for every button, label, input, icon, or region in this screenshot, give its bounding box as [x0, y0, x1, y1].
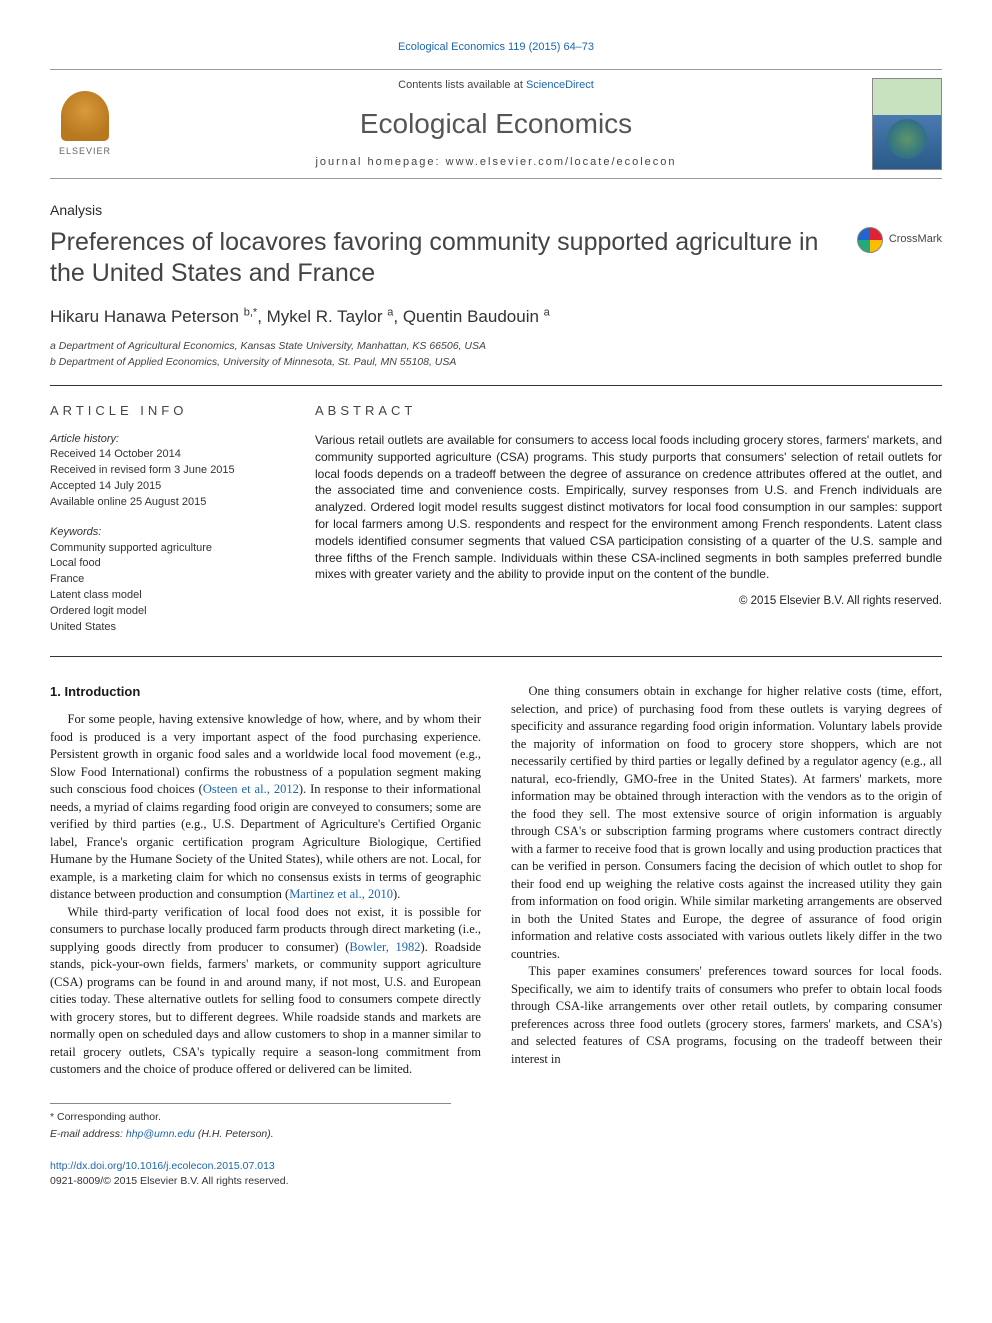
paragraph-1: For some people, having extensive knowle… [50, 711, 481, 904]
homepage-url[interactable]: www.elsevier.com/locate/ecolecon [446, 156, 677, 168]
email-line: E-mail address: hhp@umn.edu (H.H. Peters… [50, 1127, 451, 1142]
history-label: Article history: [50, 432, 285, 447]
abstract-heading: ABSTRACT [315, 402, 942, 420]
article-type: Analysis [50, 201, 942, 221]
affiliation-a: a Department of Agricultural Economics, … [50, 339, 942, 355]
keyword-6: United States [50, 620, 285, 636]
doi-link[interactable]: http://dx.doi.org/10.1016/j.ecolecon.201… [50, 1160, 275, 1172]
article-title: Preferences of locavores favoring commun… [50, 227, 830, 290]
issn-line: 0921-8009/© 2015 Elsevier B.V. All right… [50, 1174, 942, 1189]
abstract-text: Various retail outlets are available for… [315, 432, 942, 583]
citation-header[interactable]: Ecological Economics 119 (2015) 64–73 [50, 40, 942, 55]
journal-name: Ecological Economics [120, 104, 872, 143]
email-link[interactable]: hhp@umn.edu [126, 1128, 195, 1140]
author-list: Hikaru Hanawa Peterson b,*, Mykel R. Tay… [50, 305, 942, 329]
publisher-brand: ELSEVIER [59, 145, 111, 158]
elsevier-tree-icon [61, 91, 109, 141]
sciencedirect-link[interactable]: ScienceDirect [526, 79, 594, 91]
contents-prefix: Contents lists available at [398, 79, 526, 91]
corresponding-label: * Corresponding author. [50, 1110, 451, 1125]
copyright-line: © 2015 Elsevier B.V. All rights reserved… [315, 593, 942, 609]
keyword-4: Latent class model [50, 588, 285, 604]
journal-cover-thumbnail [872, 78, 942, 170]
keyword-5: Ordered logit model [50, 604, 285, 620]
article-body: 1. Introduction For some people, having … [50, 683, 942, 1079]
crossmark-badge[interactable]: CrossMark [857, 227, 942, 253]
article-meta-block: ARTICLE INFO Article history: Received 1… [50, 385, 942, 657]
paragraph-2: While third-party verification of local … [50, 904, 481, 1079]
crossmark-label: CrossMark [889, 232, 942, 247]
header-center: Contents lists available at ScienceDirec… [120, 78, 872, 170]
contents-list-line: Contents lists available at ScienceDirec… [120, 78, 872, 93]
section-1-heading: 1. Introduction [50, 683, 481, 701]
paragraph-4: This paper examines consumers' preferenc… [511, 963, 942, 1068]
homepage-prefix: journal homepage: [315, 156, 445, 168]
keyword-3: France [50, 572, 285, 588]
abstract-column: ABSTRACT Various retail outlets are avai… [315, 402, 942, 636]
history-received: Received 14 October 2014 [50, 447, 285, 463]
affiliations: a Department of Agricultural Economics, … [50, 339, 942, 371]
email-label: E-mail address: [50, 1128, 126, 1140]
history-online: Available online 25 August 2015 [50, 495, 285, 511]
article-info-column: ARTICLE INFO Article history: Received 1… [50, 402, 285, 636]
paragraph-3: One thing consumers obtain in exchange f… [511, 683, 942, 963]
affiliation-b: b Department of Applied Economics, Unive… [50, 355, 942, 371]
keyword-2: Local food [50, 556, 285, 572]
homepage-line: journal homepage: www.elsevier.com/locat… [120, 155, 872, 170]
corresponding-author-footer: * Corresponding author. E-mail address: … [50, 1103, 451, 1141]
keywords-label: Keywords: [50, 525, 285, 540]
email-name: (H.H. Peterson). [195, 1128, 274, 1140]
history-accepted: Accepted 14 July 2015 [50, 479, 285, 495]
keyword-1: Community supported agriculture [50, 541, 285, 557]
crossmark-icon [857, 227, 883, 253]
cover-globe-icon [887, 119, 927, 159]
article-info-heading: ARTICLE INFO [50, 402, 285, 420]
journal-header-bar: ELSEVIER Contents lists available at Sci… [50, 69, 942, 179]
elsevier-logo: ELSEVIER [50, 85, 120, 163]
history-revised: Received in revised form 3 June 2015 [50, 463, 285, 479]
doi-footer: http://dx.doi.org/10.1016/j.ecolecon.201… [50, 1159, 942, 1188]
